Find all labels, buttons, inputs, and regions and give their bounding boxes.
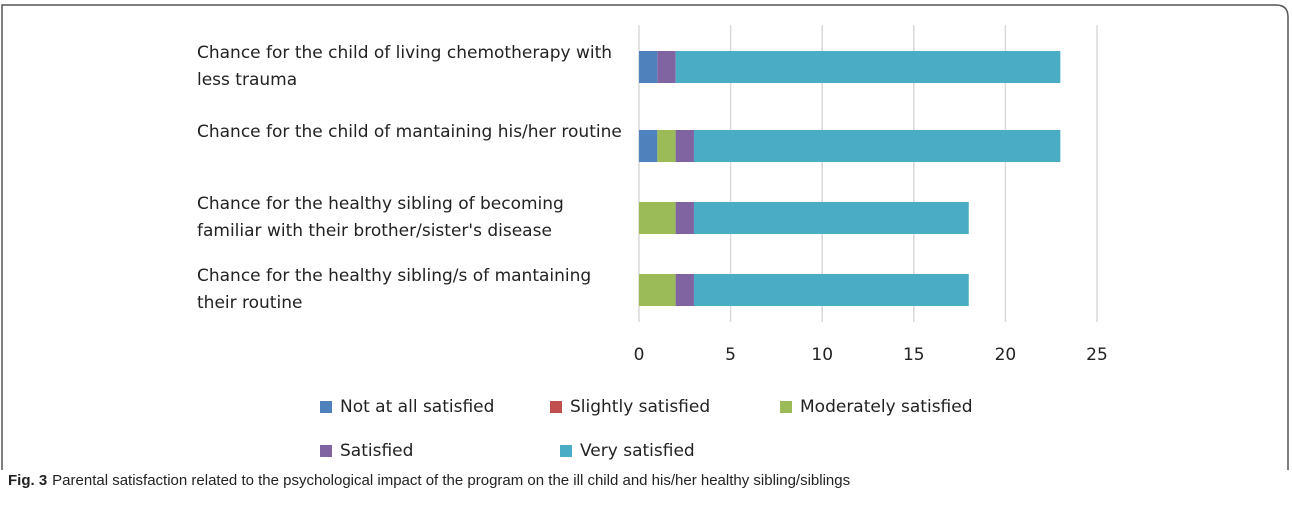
y-tick-label: Chance for the child of living chemother… <box>197 43 613 90</box>
legend-swatch <box>550 401 562 413</box>
caption-label: Fig. 3 <box>8 472 48 489</box>
bar-segment <box>693 274 969 306</box>
bar-segment <box>693 202 969 234</box>
x-tick-label: 5 <box>725 345 736 365</box>
y-tick-label: Chance for the child of mantaining his/h… <box>197 122 622 142</box>
caption-text: Parental satisfaction related to the psy… <box>52 472 851 489</box>
bar-segment <box>639 202 676 234</box>
legend-swatch <box>560 445 572 457</box>
bar-segment <box>639 51 658 83</box>
x-tick-label: 10 <box>811 345 833 365</box>
x-tick-label: 0 <box>634 345 645 365</box>
bar-segment <box>693 130 1061 162</box>
caption: Fig. 3 Parental satisfaction related to t… <box>8 472 850 489</box>
legend-swatch <box>320 401 332 413</box>
legend-label: Slightly satisfied <box>570 397 710 417</box>
y-tick-label: Chance for the healthy sibling of becomi… <box>197 194 564 241</box>
bar-segment <box>657 130 676 162</box>
legend-label: Satisfied <box>340 441 413 461</box>
bar-segment <box>675 274 694 306</box>
legend-label: Very satisfied <box>580 441 695 461</box>
bar-segment <box>675 202 694 234</box>
y-tick-label: Chance for the healthy sibling/s of mant… <box>197 266 592 313</box>
bar-segment <box>639 274 676 306</box>
bar-segment <box>675 130 694 162</box>
legend-swatch <box>780 401 792 413</box>
x-tick-label: 20 <box>995 345 1017 365</box>
legend-swatch <box>320 445 332 457</box>
bar-segment <box>675 51 1061 83</box>
x-tick-label: 25 <box>1086 345 1108 365</box>
x-tick-label: 15 <box>903 345 925 365</box>
legend-label: Not at all satisfied <box>340 397 494 417</box>
frame <box>1 4 1289 470</box>
bar-segment <box>657 51 676 83</box>
legend-label: Moderately satisfied <box>800 397 973 417</box>
bar-segment <box>639 130 658 162</box>
